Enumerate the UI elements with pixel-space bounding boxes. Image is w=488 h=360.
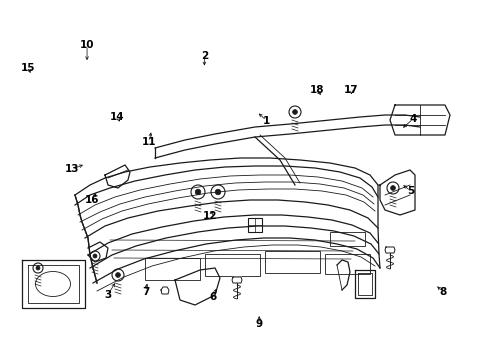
Text: 8: 8 xyxy=(438,287,445,297)
Bar xyxy=(325,254,369,274)
Text: 18: 18 xyxy=(309,85,324,95)
Polygon shape xyxy=(231,277,242,283)
Circle shape xyxy=(93,254,97,258)
Circle shape xyxy=(215,189,221,195)
Text: 5: 5 xyxy=(407,186,413,196)
Bar xyxy=(145,258,200,280)
Circle shape xyxy=(115,273,120,278)
Text: 4: 4 xyxy=(408,114,416,124)
Text: 6: 6 xyxy=(209,292,216,302)
Circle shape xyxy=(195,189,201,195)
Text: 15: 15 xyxy=(21,63,36,73)
Bar xyxy=(204,254,260,276)
Polygon shape xyxy=(384,247,394,253)
Bar xyxy=(264,251,319,273)
Bar xyxy=(329,232,364,246)
Text: 17: 17 xyxy=(343,85,358,95)
Text: 11: 11 xyxy=(142,137,156,147)
Text: 1: 1 xyxy=(263,116,269,126)
Text: 13: 13 xyxy=(65,164,80,174)
Text: 14: 14 xyxy=(110,112,124,122)
Text: 9: 9 xyxy=(255,319,262,329)
Text: 10: 10 xyxy=(80,40,94,50)
Text: 2: 2 xyxy=(201,51,207,61)
Text: 12: 12 xyxy=(203,211,217,221)
Circle shape xyxy=(390,186,395,190)
Text: 16: 16 xyxy=(84,195,99,205)
Bar xyxy=(247,218,262,232)
Circle shape xyxy=(36,266,40,270)
Text: 3: 3 xyxy=(104,290,111,300)
Text: 7: 7 xyxy=(142,287,149,297)
Circle shape xyxy=(292,109,297,114)
